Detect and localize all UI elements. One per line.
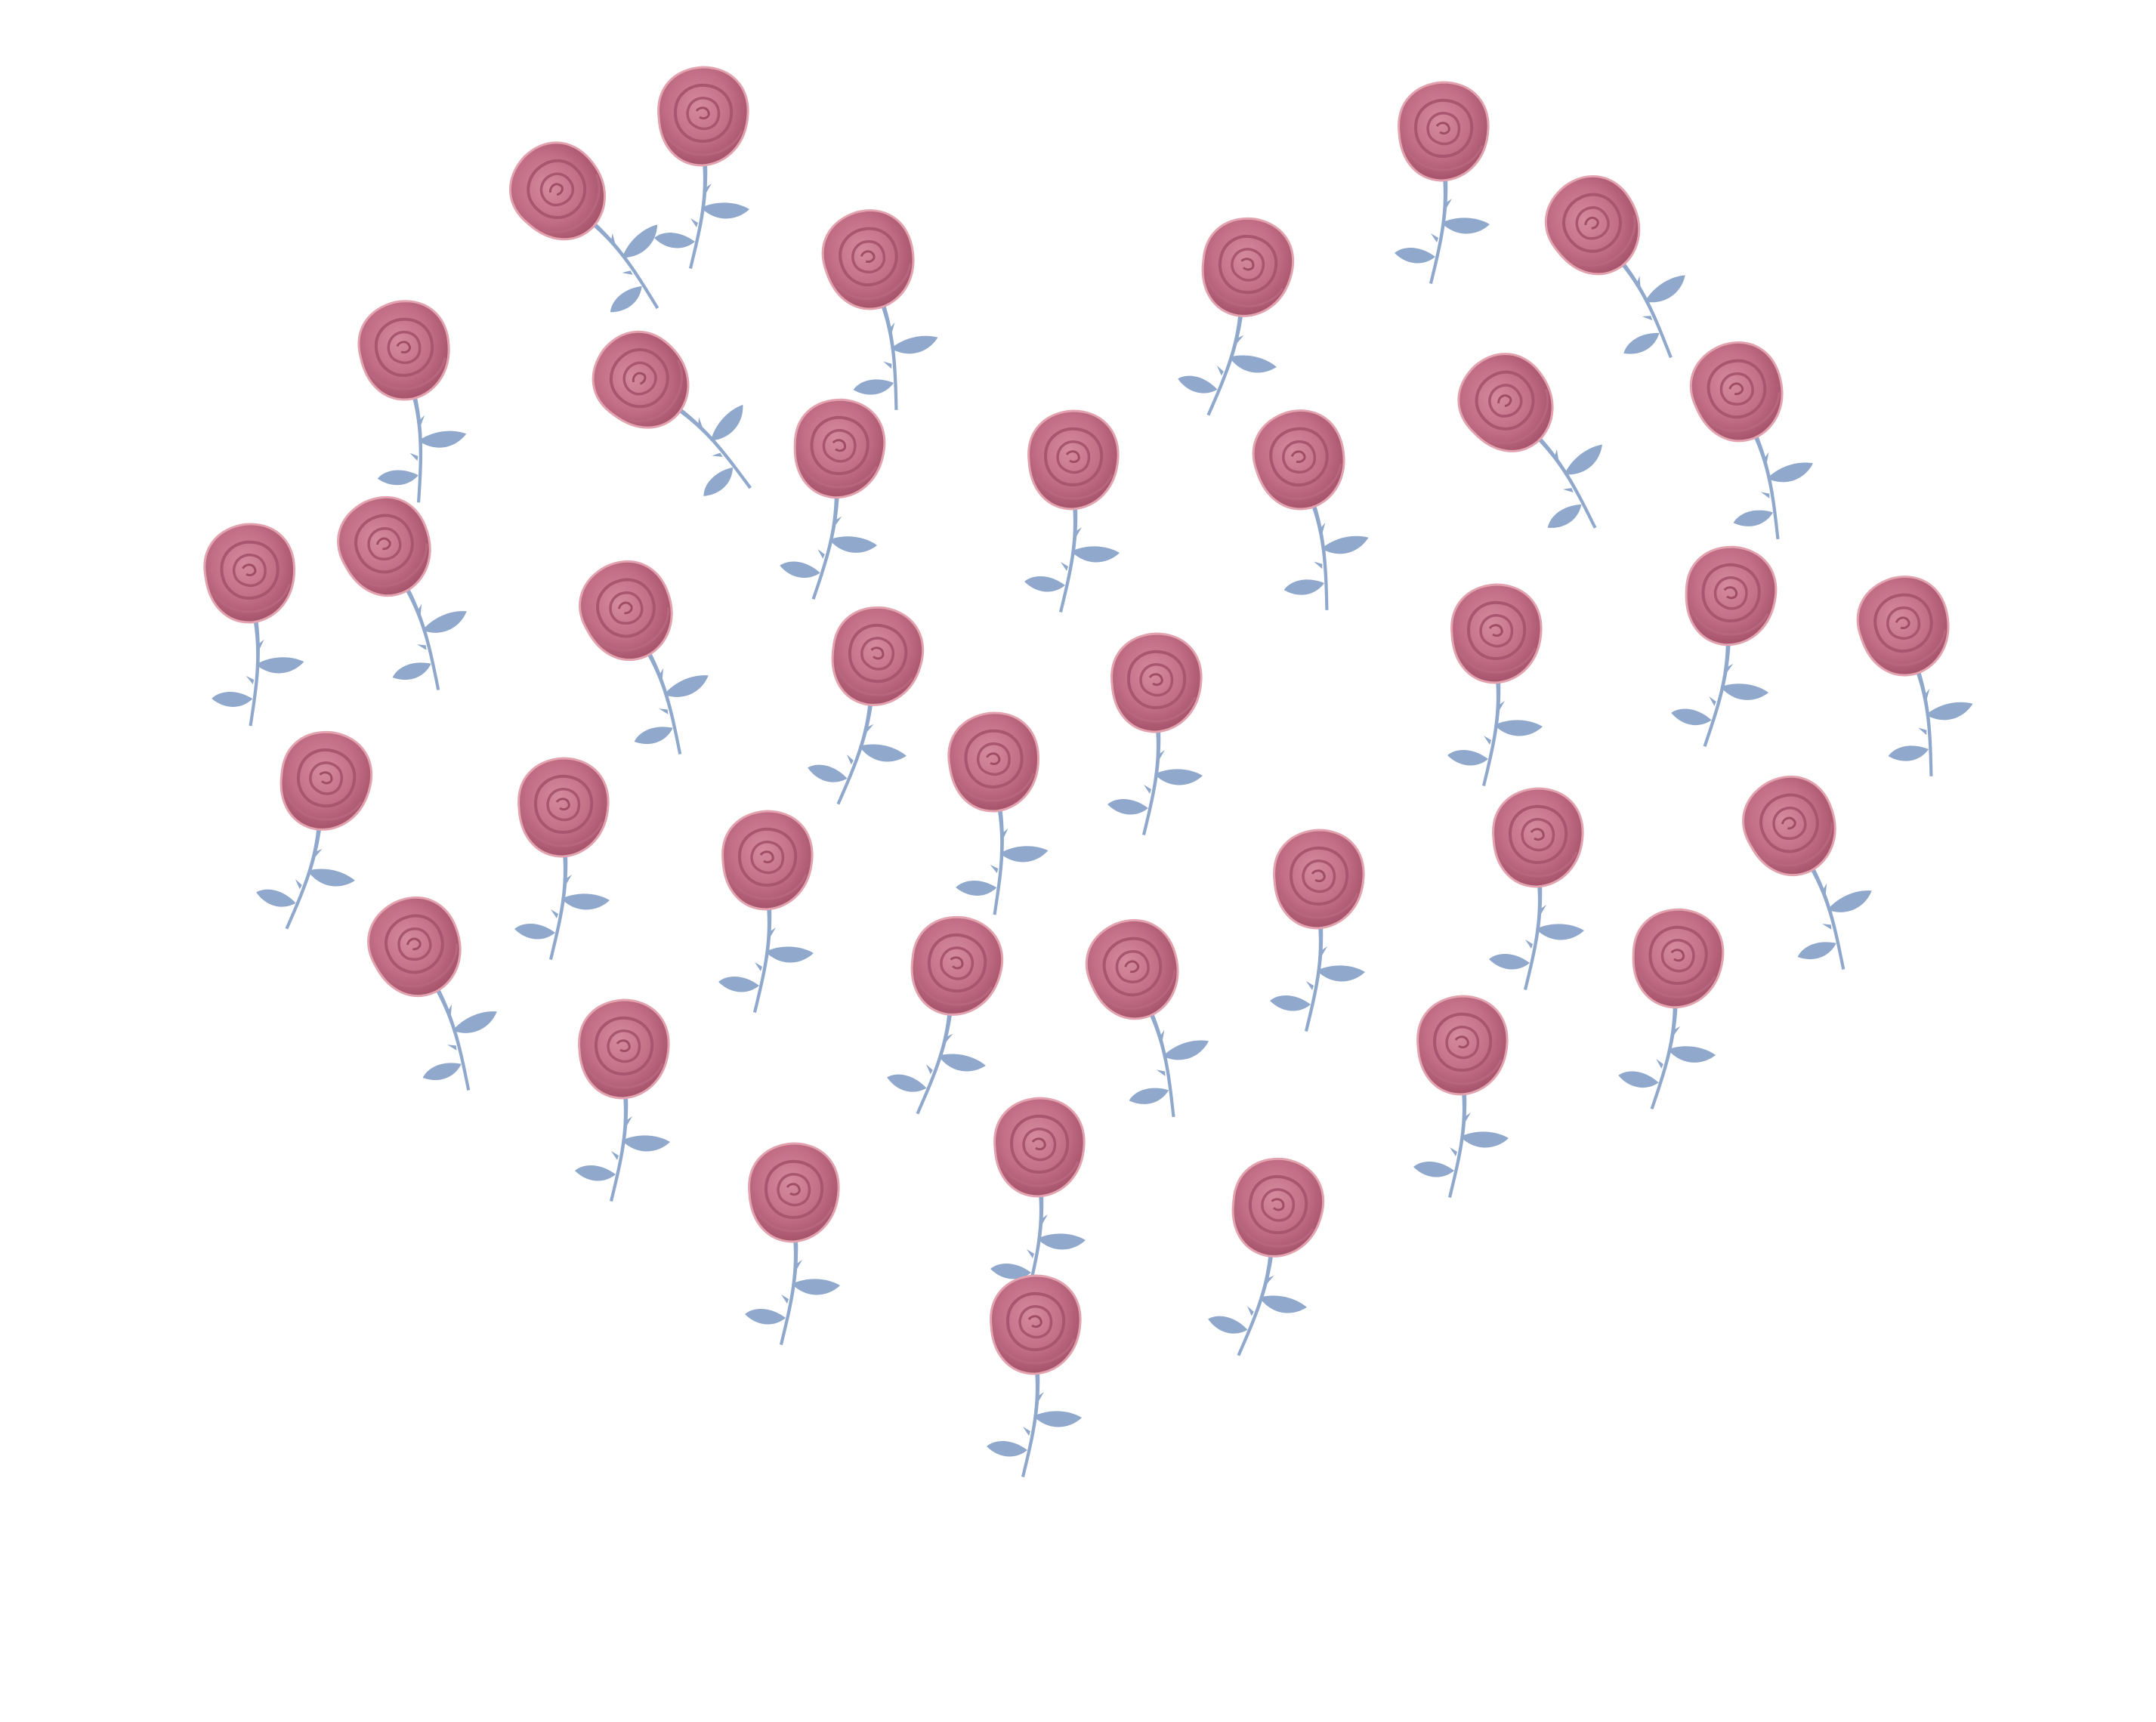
rose-icon xyxy=(1201,1149,1333,1368)
rose-icon xyxy=(717,810,815,1014)
rose-icon xyxy=(1446,583,1544,788)
rose-icon xyxy=(1524,157,1722,381)
rose-icon xyxy=(743,1142,842,1347)
rose-icon xyxy=(1724,760,1899,987)
rose-icon xyxy=(653,66,751,270)
rose-icon xyxy=(1436,334,1642,554)
rose-icon xyxy=(319,480,494,708)
rose-icon xyxy=(808,199,955,421)
rose-icon xyxy=(346,292,478,511)
rose-icon xyxy=(1393,81,1491,285)
rose-icon xyxy=(1238,399,1385,622)
rose-icon xyxy=(1842,565,1990,788)
rose-icon xyxy=(939,707,1055,920)
rose-icon xyxy=(1171,208,1303,427)
rose-icon xyxy=(775,393,891,606)
rose-icon xyxy=(573,998,672,1203)
rose-icon xyxy=(1106,632,1204,837)
rose-icon xyxy=(1268,829,1367,1033)
rose-icon xyxy=(490,124,700,334)
rose-icon xyxy=(195,518,311,731)
rose-icon xyxy=(1487,787,1586,992)
rose-icon xyxy=(561,545,736,772)
rose-icon xyxy=(1069,906,1231,1131)
rose-icon xyxy=(989,1097,1087,1301)
rose-icon xyxy=(571,312,790,518)
rose-icon xyxy=(1023,409,1121,614)
rose-icon xyxy=(985,1274,1083,1479)
rose-icon xyxy=(1614,903,1730,1116)
rose-icon xyxy=(1412,995,1510,1199)
rose-icon xyxy=(349,881,524,1108)
rose-icon xyxy=(1673,328,1836,554)
rose-icon xyxy=(880,907,1012,1126)
rose-icon xyxy=(513,757,611,961)
rose-icon xyxy=(801,597,933,816)
rose-icon xyxy=(1666,541,1783,754)
rose-icon xyxy=(249,722,381,941)
roses-group xyxy=(195,66,1990,1479)
